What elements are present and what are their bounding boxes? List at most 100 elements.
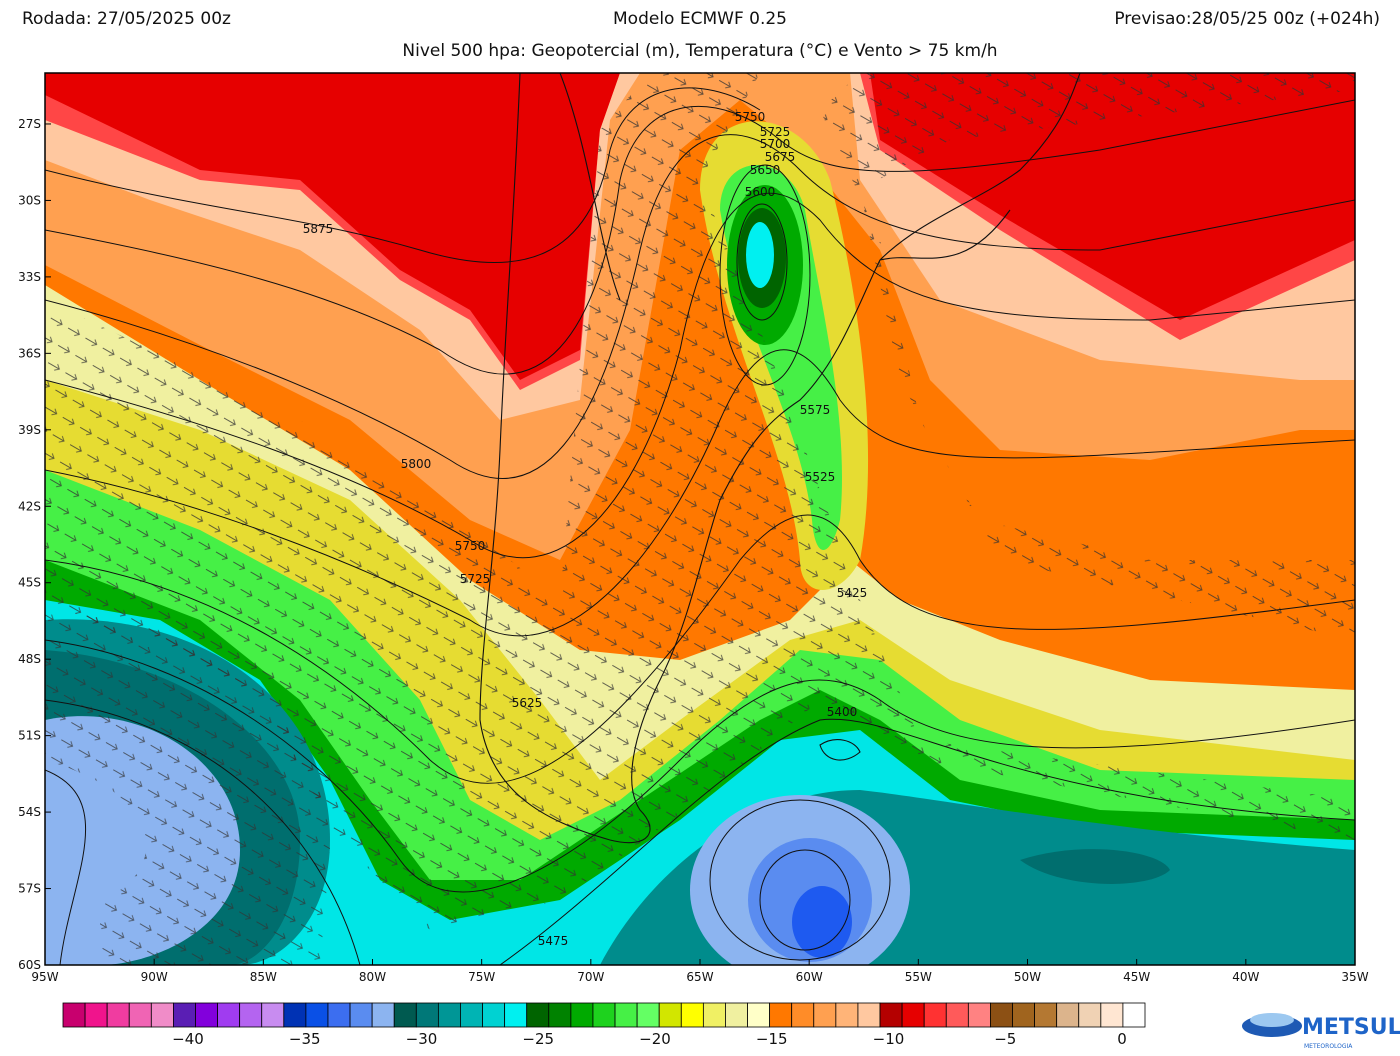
contour-label: 5575 (800, 403, 831, 417)
colorbar-label: −35 (289, 1030, 321, 1048)
contour-label: 5675 (765, 150, 796, 164)
lon-label: 70W (577, 970, 604, 984)
contour-label: 5700 (760, 137, 791, 151)
colorbar-swatch (195, 1002, 218, 1028)
map-field (45, 73, 1355, 965)
logo-globe (1250, 1013, 1294, 1027)
colorbar-swatch (261, 1002, 285, 1028)
lon-label: 40W (1232, 970, 1259, 984)
colorbar-swatch (1056, 1002, 1080, 1028)
contour-label: 5525 (805, 470, 836, 484)
colorbar-swatch (283, 1002, 307, 1028)
colorbar-swatch (327, 1002, 351, 1028)
colorbar-label: −15 (756, 1030, 788, 1048)
lat-label: 27S (18, 117, 41, 131)
lon-label: 75W (468, 970, 495, 984)
lat-label: 60S (18, 958, 41, 972)
colorbar-swatch (945, 1002, 969, 1028)
colorbar-swatch (415, 1002, 439, 1028)
logo-subtext: METEOROLOGIA (1304, 1043, 1353, 1050)
lat-label: 51S (18, 729, 41, 743)
colorbar-swatch (857, 1002, 881, 1028)
colorbar-swatch (128, 1002, 152, 1028)
logo-text: METSUL (1302, 1015, 1400, 1040)
colorbar-swatch (636, 1002, 660, 1028)
contour-label: 5750 (735, 110, 766, 124)
lon-label: 65W (686, 970, 713, 984)
lon-label: 45W (1123, 970, 1150, 984)
colorbar-swatch (680, 1002, 704, 1028)
colorbar-swatch (371, 1002, 395, 1028)
colorbar-swatch (393, 1002, 417, 1028)
lat-label: 39S (18, 423, 41, 437)
colorbar-swatch (349, 1002, 373, 1028)
colorbar-swatch (990, 1002, 1013, 1028)
lat-label: 45S (18, 576, 41, 590)
contour-label: 5725 (760, 125, 791, 139)
contour-label: 5875 (303, 222, 334, 236)
colorbar-swatch (84, 1002, 108, 1028)
contour-label: 5725 (460, 572, 491, 586)
colorbar-swatch (548, 1002, 572, 1028)
lon-label: 85W (250, 970, 277, 984)
logo: METSUL METEOROLOGIA (1242, 1013, 1400, 1050)
contour-label: 5400 (827, 705, 858, 719)
run-time: Rodada: 27/05/2025 00z (22, 9, 231, 29)
colorbar-swatch (614, 1002, 638, 1028)
colorbar-swatch (526, 1002, 550, 1028)
colorbar-swatch (592, 1002, 616, 1028)
contour-label: 5750 (455, 539, 486, 553)
colorbar-swatch (901, 1002, 925, 1028)
colorbar-swatch (747, 1002, 771, 1028)
colorbar-swatch (725, 1002, 748, 1028)
subtitle: Nivel 500 hpa: Geopotercial (m), Tempera… (402, 41, 997, 61)
colorbar: −40 −35 −30 −25 −20 −15 −10 −5 0 (62, 1002, 1146, 1048)
colorbar-swatch (150, 1002, 174, 1028)
colorbar-label: −5 (994, 1030, 1016, 1048)
colorbar-swatch (813, 1002, 837, 1028)
colorbar-swatch (504, 1002, 528, 1028)
colorbar-swatch (173, 1002, 196, 1028)
colorbar-swatch (239, 1002, 263, 1028)
colorbar-swatch (967, 1002, 991, 1028)
colorbar-swatch (305, 1002, 329, 1028)
lon-label: 80W (359, 970, 386, 984)
lat-label: 42S (18, 499, 41, 513)
lat-label: 57S (18, 882, 41, 896)
colorbar-swatch (879, 1002, 903, 1028)
lat-label: 36S (18, 346, 41, 360)
colorbar-label: −40 (172, 1030, 204, 1048)
contour-label: 5600 (745, 185, 776, 199)
contour-label: 5475 (538, 934, 569, 948)
colorbar-swatch (570, 1002, 594, 1028)
colorbar-swatch (1100, 1002, 1124, 1028)
forecast-time: Previsao:28/05/25 00z (+024h) (1114, 9, 1380, 29)
lon-label: 90W (141, 970, 168, 984)
colorbar-swatch (702, 1002, 726, 1028)
colorbar-swatch (1078, 1002, 1102, 1028)
colorbar-swatch (769, 1002, 793, 1028)
colorbar-swatch (1034, 1002, 1058, 1028)
lat-label: 48S (18, 652, 41, 666)
lat-label: 54S (18, 805, 41, 819)
colorbar-swatch (437, 1002, 461, 1028)
colorbar-swatch (1122, 1002, 1146, 1028)
colorbar-swatch (791, 1002, 815, 1028)
colorbar-label: −10 (873, 1030, 905, 1048)
contour-label: 5800 (401, 457, 432, 471)
contour-label: 5650 (750, 163, 781, 177)
colorbar-swatch (658, 1002, 682, 1028)
lat-label: 33S (18, 270, 41, 284)
lat-label: 30S (18, 193, 41, 207)
colorbar-swatch (460, 1002, 483, 1028)
colorbar-swatch (217, 1002, 241, 1028)
model-name: Modelo ECMWF 0.25 (613, 9, 787, 29)
colorbar-label: 0 (1117, 1030, 1127, 1048)
colorbar-label: −20 (639, 1030, 671, 1048)
colorbar-swatch (1012, 1002, 1035, 1028)
lon-label: 35W (1341, 970, 1368, 984)
contour-label: 5425 (837, 586, 868, 600)
contour-label: 5625 (512, 696, 543, 710)
colorbar-swatch (482, 1002, 506, 1028)
